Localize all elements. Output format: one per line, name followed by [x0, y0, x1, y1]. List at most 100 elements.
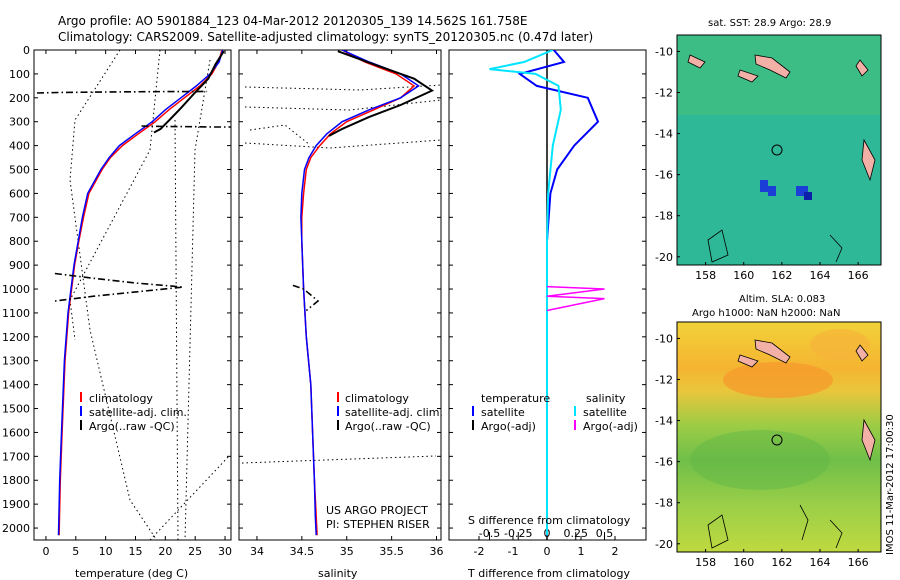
salinity-axes: [238, 49, 442, 541]
x-tick-label: 35.5: [379, 545, 404, 558]
y-tick-label: 500: [9, 164, 30, 177]
x-tick-label: 166: [848, 269, 869, 282]
sla-map-frame: [676, 321, 882, 553]
sst-map-blue-patch: [796, 186, 808, 196]
y-tick-label: -16: [655, 169, 673, 182]
x-tick-label: 0: [42, 545, 49, 558]
project-label: US ARGO PROJECT: [326, 504, 428, 517]
y-tick-label: 1700: [2, 450, 30, 463]
sst-map-island: [737, 69, 759, 83]
y-tick-label: 1800: [2, 474, 30, 487]
sla-map-reef: [707, 514, 729, 549]
x-tick-label: 34: [250, 545, 264, 558]
y-tick-label: 1400: [2, 379, 30, 392]
legend-swatch-sal-sat: [574, 406, 576, 416]
sst-map-warm-band: [677, 35, 881, 115]
sst-map-reef: [707, 229, 729, 263]
x-tick-label: -1: [508, 545, 519, 558]
sla-map-island: [754, 339, 791, 364]
y-tick-label: -12: [655, 374, 673, 387]
legend-temp-satellite: satellite: [481, 406, 525, 419]
imos-timestamp: IMOS 11-Mar-2012 17:00:30: [885, 414, 896, 555]
x-tick-label: 2: [612, 545, 619, 558]
legend-climatology-sal: climatology: [345, 392, 409, 405]
salinity-series: [292, 50, 435, 536]
legend-swatch-argo: [80, 420, 82, 430]
y-tick-label: 1900: [2, 498, 30, 511]
y-tick-label: 800: [9, 235, 30, 248]
y-tick-label: 0: [23, 44, 30, 57]
sst-map-island: [855, 59, 869, 77]
y-tick-label: 100: [9, 68, 30, 81]
x-tick-label: 162: [771, 269, 792, 282]
salinity-xlabel: salinity: [318, 567, 358, 580]
temperature-envelope-2: [69, 50, 161, 341]
x-tick-label: 5: [72, 545, 79, 558]
salinity-panel: 34 34.5 35 35.5 36 salinity climatology sate…: [238, 49, 444, 580]
difference-legend: temperature salinity satellite Argo(-adj…: [472, 392, 638, 433]
legend-swatch-climatology-sal: [337, 392, 339, 402]
sla-map-reef: [829, 519, 843, 549]
sla-map-title: Altim. SLA: 0.083: [739, 294, 825, 305]
x-tick-label: -2: [474, 545, 485, 558]
sla-map-ticks: 158 160 162 164 166 -10 -12 -14 -16 -18 -20: [655, 332, 869, 569]
y-tick-label: 1100: [2, 307, 30, 320]
x-tick-label: 15: [128, 545, 142, 558]
y-tick-label: 600: [9, 187, 30, 200]
x-tick-label: 36: [430, 545, 444, 558]
y-tick-label: -18: [655, 497, 673, 510]
x-tick-label: 0: [544, 545, 551, 558]
series-salinity-argo-adj-: [546, 285, 605, 312]
y-tick-label: 700: [9, 211, 30, 224]
series-argo-qc-spike-320: [141, 125, 231, 128]
x-tick-label: 164: [809, 269, 830, 282]
sst-map-island: [754, 54, 791, 79]
y-tick-label: 1300: [2, 355, 30, 368]
legend-temperature-title: temperature: [481, 392, 550, 405]
x-tick-label: 160: [733, 269, 754, 282]
legend-sal-argo: Argo(-adj): [583, 420, 638, 433]
x-tick-label: 164: [809, 556, 830, 569]
temperature-ticks: 0 5 10 15 20 25 300100200300400500600700800900…: [2, 44, 232, 558]
salinity-envelope-5: [241, 455, 437, 464]
legend-swatch-temp-sat: [472, 406, 474, 416]
temperature-xlabel: temperature (deg C): [75, 567, 188, 580]
sla-map-island: [861, 418, 876, 462]
legend-argo: Argo(..raw -QC): [89, 420, 175, 433]
s-tick-label: -0.25: [504, 527, 532, 540]
sst-map-island: [687, 54, 706, 69]
legend-salinity-title: salinity: [586, 392, 626, 405]
s-difference-label: S difference from climatology: [468, 514, 631, 527]
legend-satellite-sal: satellite-adj. clim.: [345, 406, 443, 419]
salinity-envelope-3: [244, 139, 441, 149]
y-tick-label: -10: [655, 45, 673, 58]
series-salinity-satellite: [489, 50, 562, 536]
sla-map-high: [723, 362, 833, 398]
sst-map-reef: [829, 234, 843, 263]
t-difference-label: T difference from climatology: [467, 567, 630, 580]
y-tick-label: -12: [655, 87, 673, 100]
x-tick-label: 10: [99, 545, 113, 558]
legend-sal-satellite: satellite: [583, 406, 627, 419]
pi-label: PI: STEPHEN RISER: [326, 518, 430, 531]
legend-swatch-climatology: [80, 392, 82, 402]
y-tick-label: -20: [655, 538, 673, 551]
y-tick-label: -20: [655, 251, 673, 264]
salinity-ticks: 34 34.5 35 35.5 36: [239, 49, 444, 558]
x-tick-label: 160: [733, 556, 754, 569]
y-tick-label: 200: [9, 92, 30, 105]
x-tick-label: 1: [578, 545, 585, 558]
sla-map: Altim. SLA: 0.083 Argo h1000: NaN h2000:…: [655, 294, 882, 569]
sst-map-frame: [676, 34, 882, 266]
legend-swatch-argo-sal: [337, 420, 339, 430]
difference-series: [489, 50, 605, 540]
sst-map-island: [861, 138, 876, 182]
sst-map-blue-patch: [768, 186, 776, 196]
sla-map-low: [690, 430, 830, 490]
legend-swatch-sal-argo: [574, 420, 576, 430]
x-tick-label: 20: [158, 545, 172, 558]
x-tick-label: 35: [340, 545, 354, 558]
temperature-panel: 0 5 10 15 20 25 300100200300400500600700800900…: [2, 44, 232, 580]
